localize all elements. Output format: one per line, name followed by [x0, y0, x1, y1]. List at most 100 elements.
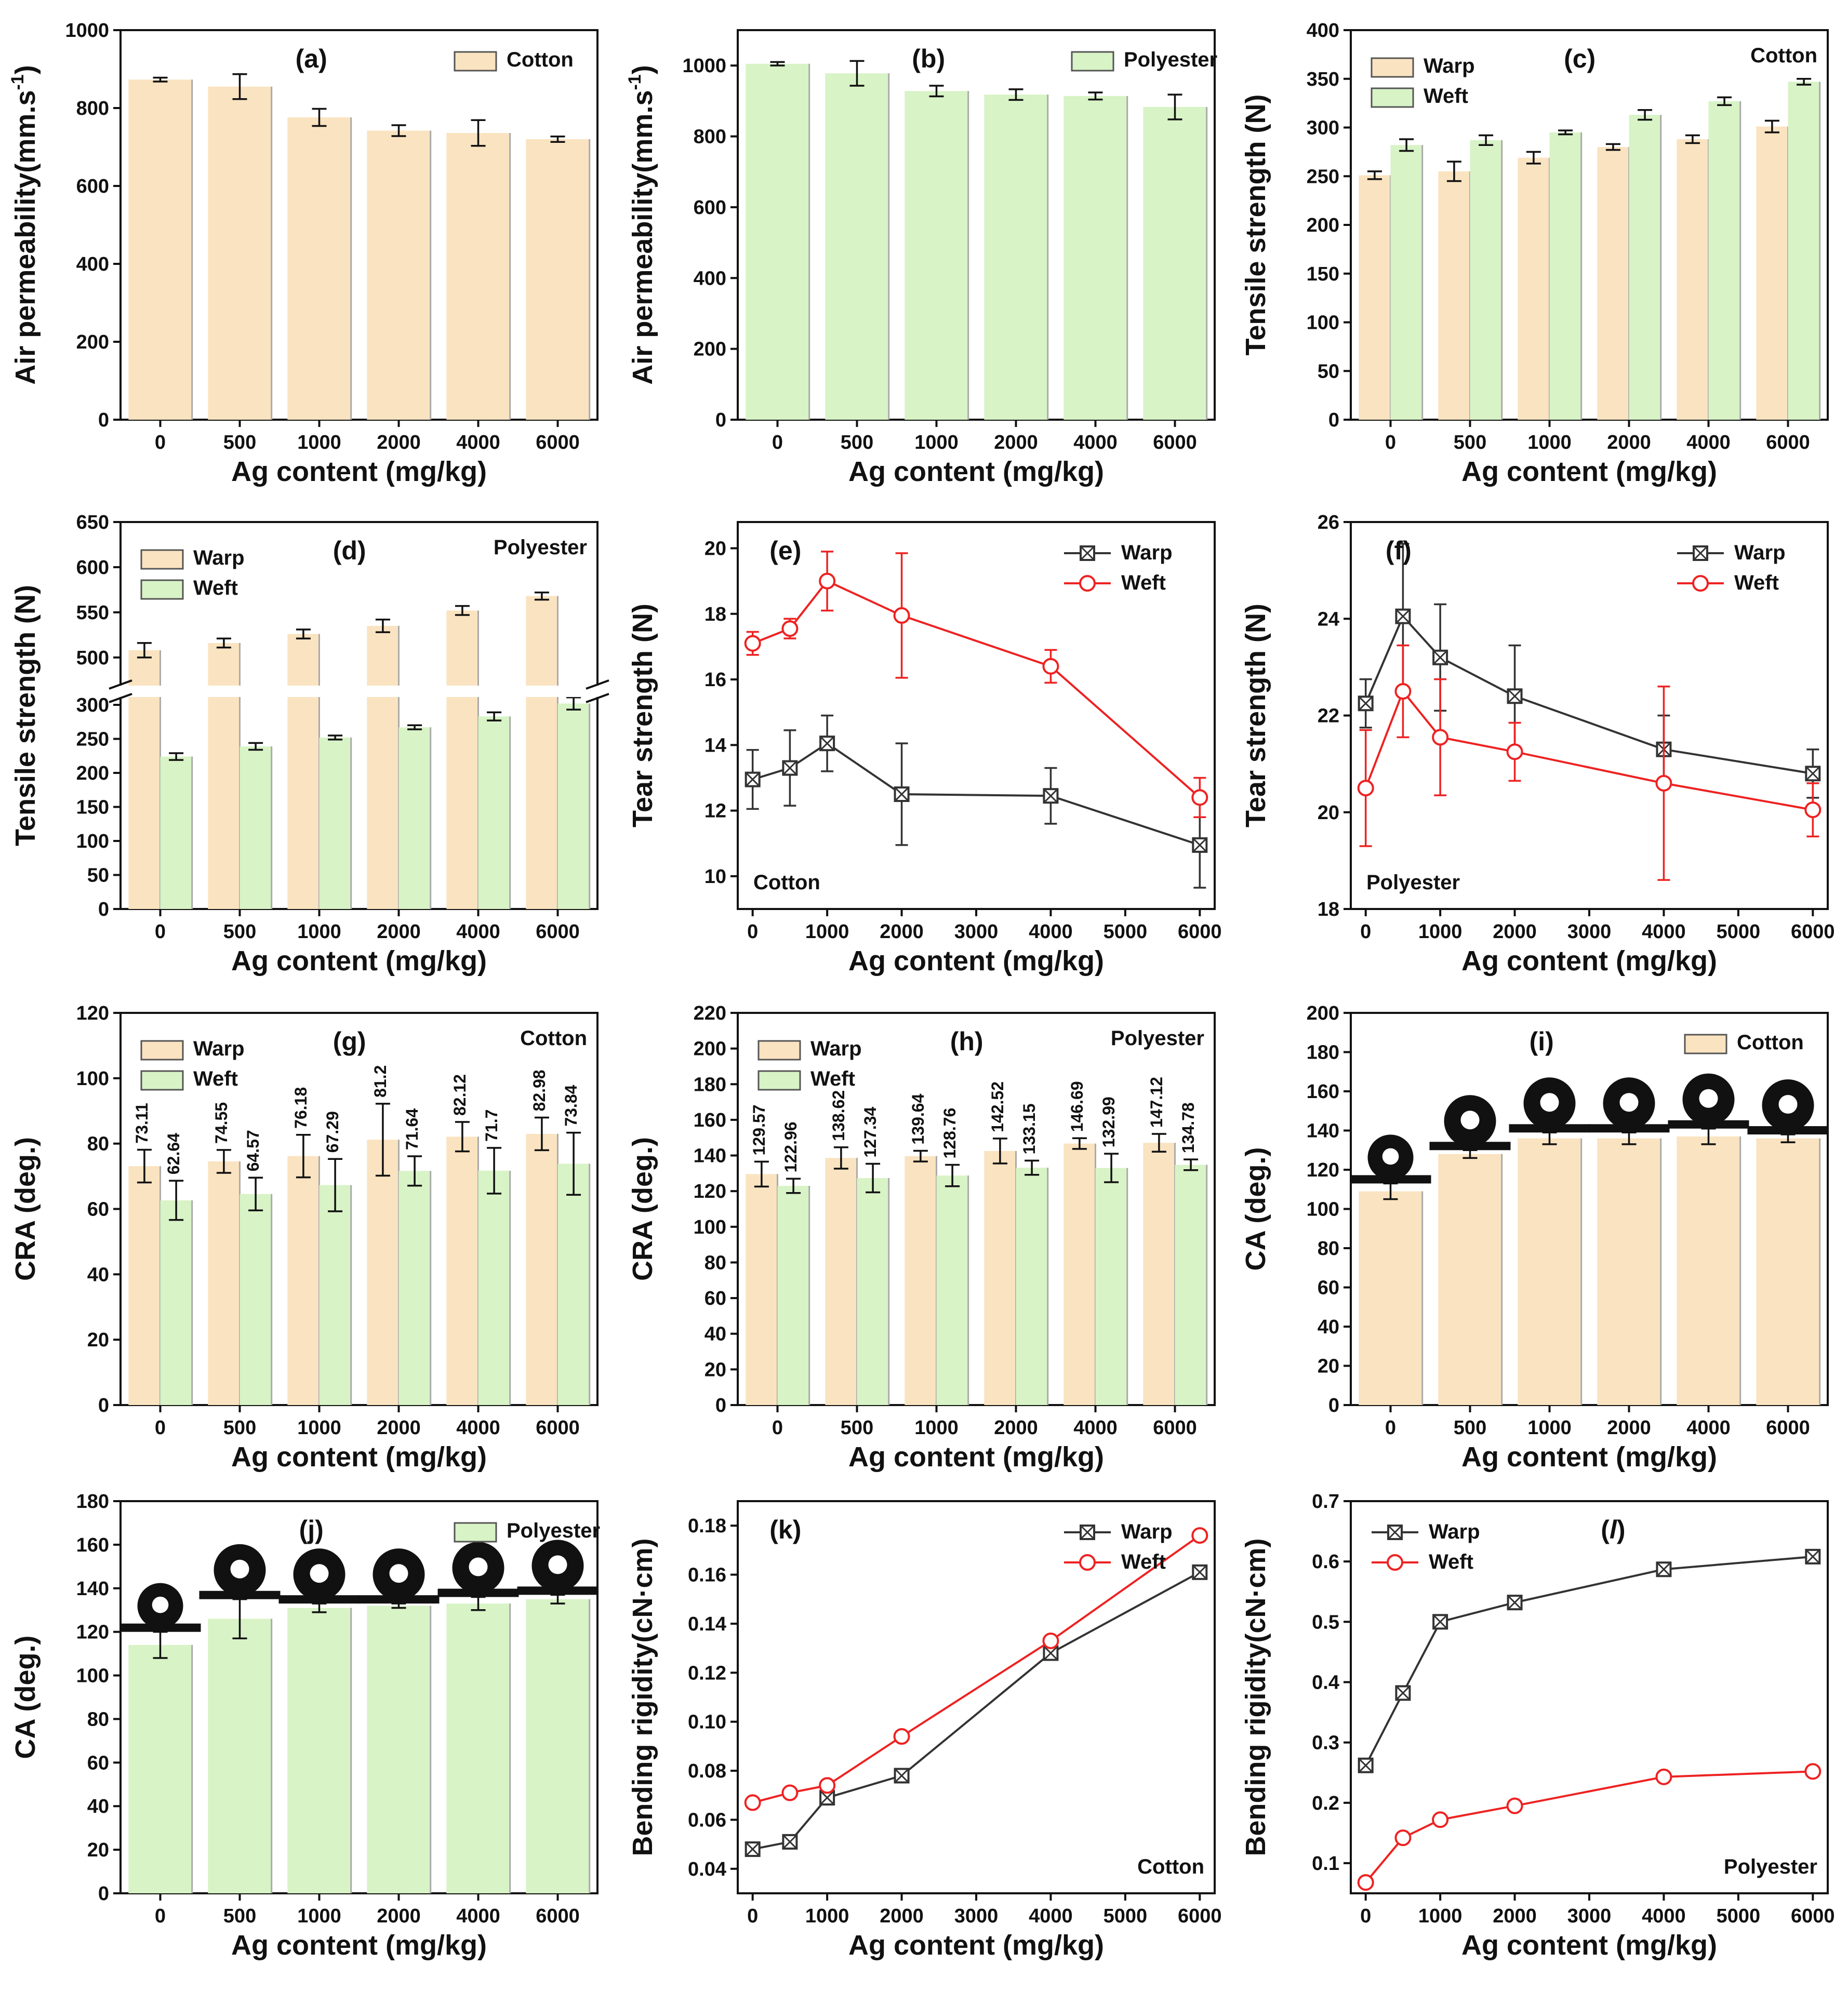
data-point-weft [1506, 743, 1523, 760]
x-tick-label: 4000 [1642, 1905, 1686, 1927]
data-label: 73.84 [562, 1085, 580, 1126]
y-tick-label: 40 [87, 1796, 109, 1817]
bar-warp [526, 596, 558, 909]
data-label: 82.98 [530, 1069, 549, 1111]
y-tick-label: 14 [704, 734, 726, 756]
x-tick-label: 0 [155, 1417, 166, 1439]
panel-annotation: Polyester [1724, 1855, 1817, 1878]
droplet-highlight [1540, 1093, 1559, 1112]
data-point-weft [1506, 1797, 1523, 1814]
bar-weft [478, 716, 510, 909]
bar-polyester [1063, 96, 1127, 420]
y-tick-label: 20 [1318, 1356, 1339, 1378]
marker-cross [894, 1768, 909, 1783]
bar-cotton [1359, 1191, 1422, 1405]
data-label: 147.12 [1147, 1077, 1166, 1128]
plot-frame [119, 521, 599, 910]
bar-warp [1438, 171, 1470, 420]
chart-d: 0 50 100 150 200 250 300 500 550 600 650 0 500 1000 20… [10, 512, 609, 977]
water-droplet-icon [1350, 1134, 1431, 1184]
water-droplet-icon [1429, 1095, 1511, 1151]
x-tick-label: 5000 [1104, 921, 1148, 943]
x-tick-label: 0 [1360, 1905, 1371, 1927]
legend-label: Weft [1121, 1550, 1166, 1573]
bar-warp [287, 1156, 320, 1405]
data-label: 67.29 [323, 1111, 342, 1153]
bar-cotton [1677, 1136, 1740, 1405]
legend-swatch [757, 1070, 801, 1091]
y-tick-label: 0.1 [1312, 1853, 1339, 1875]
x-tick-label: 6000 [1153, 1417, 1197, 1439]
legend-marker [1080, 545, 1095, 561]
chart-f: 18 20 22 24 26 0 1000 2000 3000 4000 5000 6000 Tear … [1240, 512, 1835, 977]
x-tick-label: 4000 [1029, 921, 1073, 943]
y-tick-label: 60 [1318, 1277, 1339, 1299]
panel-annotation: Polyester [1366, 871, 1460, 894]
data-point-warp [894, 1768, 910, 1784]
data-point-weft [781, 1784, 799, 1801]
legend-label: Warp [810, 1037, 862, 1060]
marker-cross [1358, 696, 1373, 711]
x-tick-label: 2000 [1493, 1905, 1537, 1927]
series-line-warp [752, 1571, 1201, 1851]
y-tick-label: 10 [704, 866, 726, 888]
panel-label: (h) [950, 1027, 983, 1056]
chart-l: 0.1 0.2 0.3 0.4 0.5 0.6 0.7 0 1000 2000 3000 4000 50… [1240, 1491, 1835, 1961]
data-label: 81.2 [371, 1065, 390, 1098]
x-tick-label: 6000 [1791, 1905, 1835, 1927]
y-axis-label-superscript: -1 [625, 74, 645, 90]
x-tick-label: 4000 [456, 432, 500, 453]
y-tick-label: 250 [76, 729, 109, 751]
legend-marker [1692, 575, 1709, 592]
legend-swatch [140, 1040, 184, 1061]
bar-weft [319, 737, 351, 909]
legend-marker [1079, 575, 1096, 592]
legend-label: Weft [1121, 571, 1166, 594]
y-tick-label: 220 [694, 1002, 726, 1024]
bar-warp [984, 1151, 1016, 1405]
bar-weft [1175, 1165, 1207, 1405]
y-tick-label: 160 [1307, 1081, 1339, 1103]
bar-warp [825, 1158, 857, 1405]
x-tick-label: 4000 [456, 921, 500, 943]
data-point-weft [893, 1728, 910, 1745]
legend-label: Warp [193, 546, 245, 569]
x-axis-label: Ag content (mg/kg) [231, 456, 487, 487]
marker-cross [1080, 1525, 1095, 1540]
x-tick-label: 2000 [377, 1905, 421, 1927]
x-tick-label: 4000 [1686, 432, 1731, 453]
data-label: 76.18 [291, 1087, 310, 1129]
axis-break-mark [109, 679, 132, 690]
x-tick-label: 6000 [536, 1417, 580, 1439]
panel-label: (e) [769, 536, 801, 565]
y-tick-label: 100 [76, 1665, 109, 1687]
y-tick-label: 120 [76, 1622, 109, 1643]
x-tick-label: 2000 [994, 1417, 1038, 1439]
bar-polyester [905, 91, 968, 420]
x-axis-label: Ag content (mg/kg) [1461, 1930, 1717, 1961]
data-point-warp [819, 736, 835, 752]
data-point-warp [1432, 1614, 1448, 1630]
x-tick-label: 0 [155, 921, 166, 943]
bar-warp [1756, 126, 1788, 420]
data-point-warp [1395, 608, 1411, 624]
bar-warp [287, 634, 320, 909]
x-tick-label: 1000 [805, 921, 849, 943]
droplet-highlight [152, 1596, 169, 1613]
legend-swatch [757, 1040, 801, 1061]
series-line-warp [752, 742, 1200, 846]
panel-annotation: Polyester [1111, 1027, 1204, 1050]
x-tick-label: 1000 [297, 921, 341, 943]
bar-polyester [446, 1603, 510, 1893]
y-tick-label: 0 [98, 409, 109, 431]
marker-cross [1358, 1758, 1373, 1773]
series-line-weft [1364, 689, 1813, 811]
legend-label: Cotton [507, 48, 574, 71]
data-point-warp [744, 1841, 761, 1857]
droplet-highlight [1699, 1089, 1718, 1108]
y-tick-label: 550 [76, 602, 109, 624]
y-tick-label: 200 [76, 331, 109, 353]
water-droplet-icon [1588, 1077, 1670, 1133]
water-droplet-icon [1668, 1073, 1749, 1129]
water-droplet-icon [199, 1544, 281, 1599]
